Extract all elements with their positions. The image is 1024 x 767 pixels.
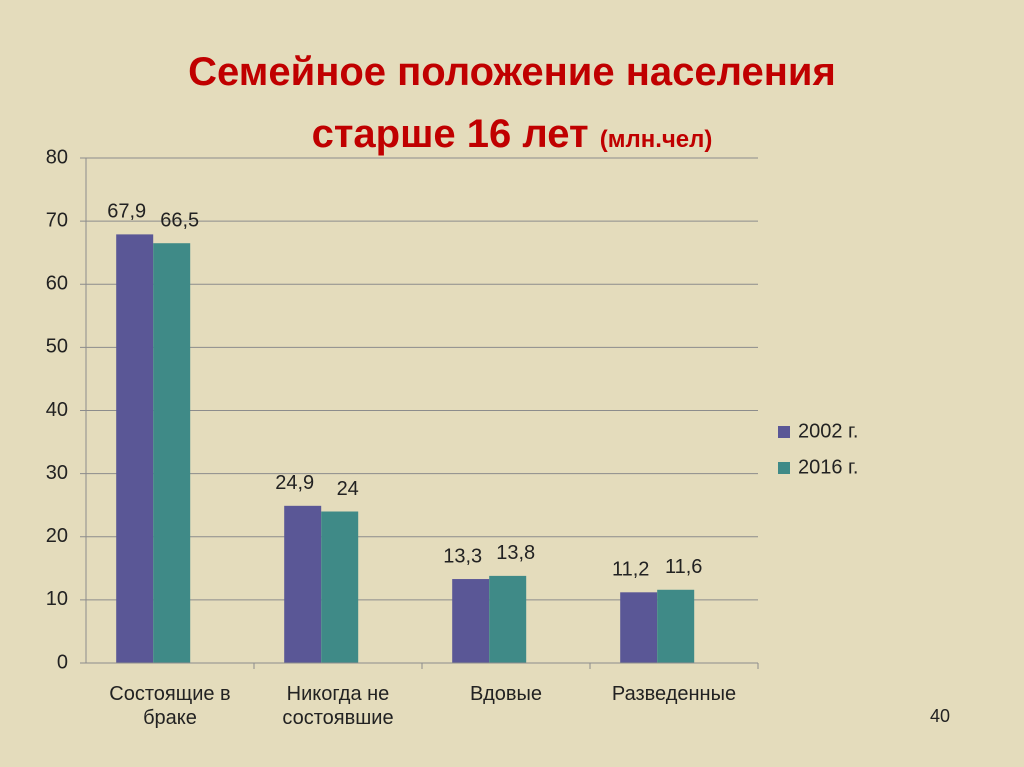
bar — [620, 592, 658, 663]
chart-title: Семейное положение населения — [188, 50, 836, 94]
bar — [284, 505, 322, 663]
slide-number: 40 — [930, 706, 951, 726]
x-tick-label: Никогда не состоявшие — [282, 683, 394, 729]
value-label: 13,3 — [443, 545, 482, 567]
legend-label: 2016 г. — [798, 456, 858, 478]
bar — [657, 589, 695, 663]
x-tick-label: Разведенные — [611, 683, 737, 705]
bar — [489, 575, 527, 663]
legend-label: 2002 г. — [798, 420, 858, 442]
x-tick-label: Состоящие в браке — [109, 683, 231, 729]
y-tick-label: 60 — [46, 273, 68, 295]
value-label: 11,2 — [612, 559, 649, 581]
chart-title-line: старше 16 лет (млн.чел) — [0, 112, 1024, 157]
chart-subtitle: (млн.чел) — [599, 126, 713, 153]
value-label: 67,9 — [107, 201, 146, 223]
y-tick-label: 80 — [46, 146, 68, 168]
y-tick-label: 70 — [46, 209, 68, 231]
y-tick-label: 50 — [46, 336, 68, 358]
value-label: 24,9 — [275, 472, 314, 494]
y-tick-label: 20 — [46, 525, 68, 547]
legend-swatch — [778, 462, 790, 474]
y-tick-label: 30 — [46, 462, 68, 484]
y-tick-label: 40 — [46, 399, 68, 421]
bar — [452, 579, 490, 663]
y-tick-label: 0 — [57, 651, 68, 673]
bar — [153, 243, 191, 663]
bar — [321, 511, 359, 663]
y-tick-label: 10 — [46, 588, 68, 610]
value-label: 66,5 — [160, 210, 199, 232]
x-tick-label: Вдовые — [469, 683, 543, 705]
value-label: 13,8 — [496, 542, 535, 564]
legend-swatch — [778, 426, 790, 438]
value-label: 11,6 — [665, 556, 702, 578]
bar — [116, 234, 154, 663]
chart-title: старше 16 лет — [311, 112, 589, 156]
value-label: 24 — [337, 478, 359, 500]
